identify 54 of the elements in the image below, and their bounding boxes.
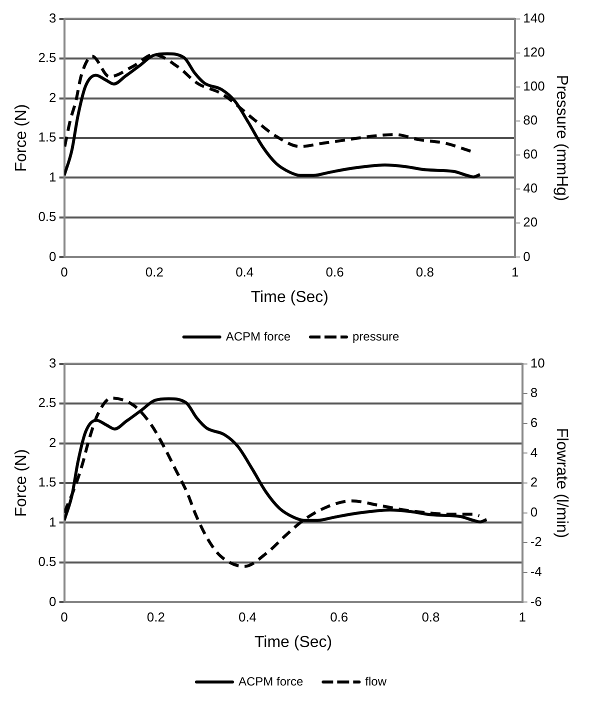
y-tick-label: 0 <box>49 248 56 264</box>
y2-tick-label: 140 <box>523 10 545 26</box>
legend-label: ACPM force <box>226 329 291 344</box>
legend-label: pressure <box>352 329 400 344</box>
y2-tick-label: 4 <box>530 444 538 460</box>
y-tick-label: 1.5 <box>38 130 56 145</box>
y2-axis-title: Pressure (mmHg) <box>552 74 570 202</box>
y-tick-label: 3 <box>49 10 56 26</box>
x-tick-label: 0.6 <box>326 264 344 280</box>
y-tick-label: 1 <box>49 514 56 530</box>
y-tick-label: 3 <box>49 355 56 370</box>
y2-tick-label: 6 <box>530 414 538 430</box>
y2-tick-label: 80 <box>523 112 538 128</box>
x-tick-label: 0 <box>60 264 68 280</box>
x-axis-title: Time (Sec) <box>254 634 332 651</box>
x-tick-label: 0.8 <box>416 264 434 280</box>
x-tick-label: 0.8 <box>422 610 440 625</box>
y2-tick-label: 40 <box>523 180 538 196</box>
y-tick-label: 2 <box>49 434 56 450</box>
y2-tick-label: 10 <box>530 355 545 370</box>
legend-label: flow <box>365 674 387 688</box>
y2-tick-label: -6 <box>530 594 542 609</box>
x-tick-label: 0.2 <box>145 264 164 280</box>
y2-tick-label: 60 <box>523 146 538 162</box>
y-tick-label: 0 <box>49 594 56 609</box>
y2-tick-label: -4 <box>530 564 542 579</box>
y-axis-title: Force (N) <box>13 104 30 172</box>
y-tick-label: 2 <box>49 90 56 105</box>
y2-tick-label: -2 <box>530 534 542 550</box>
x-axis-title: Time (Sec) <box>250 288 329 306</box>
x-tick-label: 1 <box>518 610 526 625</box>
y2-axis-title: Flowrate (l/min) <box>552 428 570 538</box>
x-tick-label: 0.4 <box>238 610 257 625</box>
y2-tick-label: 8 <box>530 385 538 400</box>
y-tick-label: 0.5 <box>38 209 56 224</box>
y-tick-label: 0.5 <box>38 554 56 570</box>
legend-label: ACPM force <box>238 674 304 688</box>
y-tick-label: 2.5 <box>38 50 56 66</box>
y2-tick-label: 20 <box>523 214 538 230</box>
x-tick-label: 1 <box>511 264 519 280</box>
y-tick-label: 1 <box>49 169 56 184</box>
x-tick-label: 0.4 <box>236 264 254 280</box>
y2-tick-label: 120 <box>523 44 545 60</box>
x-tick-label: 0.6 <box>330 610 348 625</box>
y2-tick-label: 100 <box>523 78 545 94</box>
line-series <box>64 52 482 178</box>
x-tick-label: 0 <box>60 610 68 625</box>
y-tick-label: 1.5 <box>38 474 56 490</box>
y2-tick-label: 0 <box>523 248 530 264</box>
y2-tick-label: 2 <box>530 474 538 490</box>
y-tick-label: 2.5 <box>38 395 56 410</box>
y2-tick-label: 0 <box>530 504 538 520</box>
x-tick-label: 0.2 <box>146 610 165 625</box>
y-axis-title: Force (N) <box>13 449 30 517</box>
